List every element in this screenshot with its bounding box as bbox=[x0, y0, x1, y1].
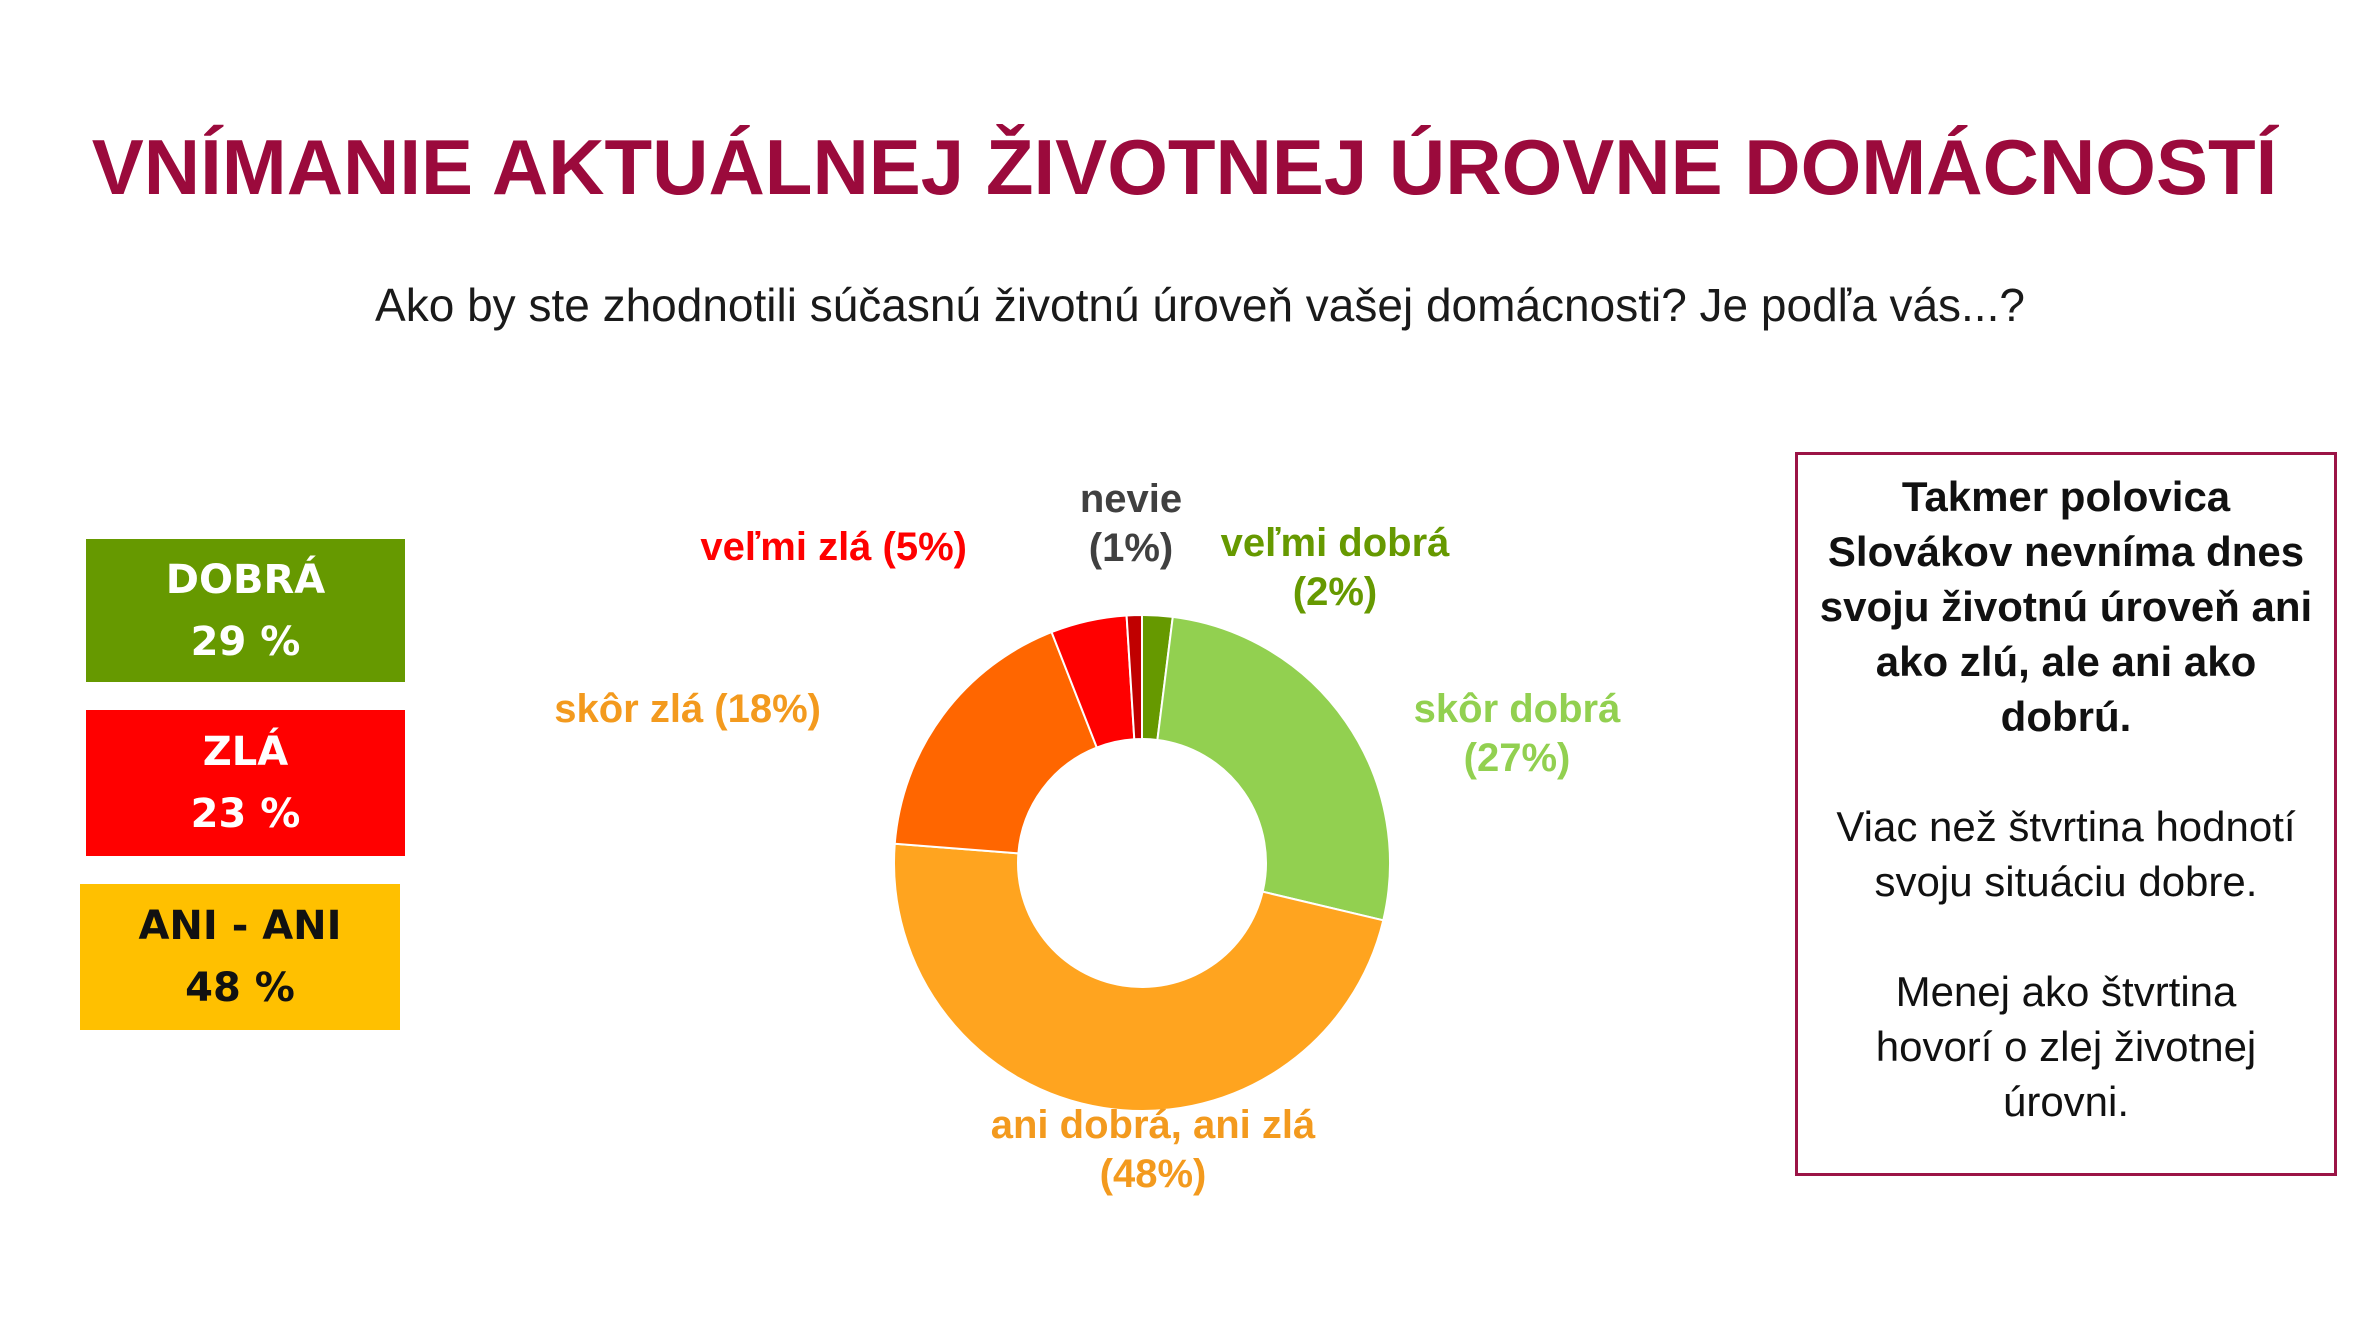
slice-label-6: nevie (1%) bbox=[1080, 477, 1182, 570]
survey-question: Ako by ste zhodnotili súčasnú životnú úr… bbox=[375, 279, 2025, 331]
donut-slice-4 bbox=[893, 630, 1099, 855]
slice-label-4: skôr zlá (18%) bbox=[554, 687, 821, 731]
donut-slice-6 bbox=[1125, 613, 1143, 741]
slice-label-3: ani dobrá, ani zlá (48%) bbox=[991, 1103, 1316, 1196]
note-paragraph-2: Viac než štvrtina hodnotí svoju situáciu… bbox=[1836, 803, 2296, 905]
summary-note-box: Takmer polovica Slovákov nevníma dnes sv… bbox=[1795, 452, 2337, 1176]
summary-badge-neutral: ANI - ANI 48 % bbox=[80, 884, 400, 1030]
slice-label-2: skôr dobrá (27%) bbox=[1414, 687, 1621, 780]
summary-badge-bad-label: ZLÁ bbox=[202, 729, 289, 775]
summary-badge-good-value: 29 % bbox=[190, 618, 301, 665]
summary-badge-good-label: DOBRÁ bbox=[165, 556, 326, 603]
summary-badge-good: DOBRÁ 29 % bbox=[86, 539, 405, 682]
summary-badge-bad-value: 23 % bbox=[190, 791, 301, 837]
summary-badge-neutral-label: ANI - ANI bbox=[138, 903, 342, 949]
note-paragraph-3: Menej ako štvrtina hovorí o zlej životne… bbox=[1875, 968, 2257, 1125]
donut-slice-2 bbox=[1156, 615, 1391, 922]
page-title: VNÍMANIE AKTUÁLNEJ ŽIVOTNEJ ÚROVNE DOMÁC… bbox=[91, 123, 2278, 211]
donut-slice-3 bbox=[893, 842, 1385, 1112]
slice-label-5: veľmi zlá (5%) bbox=[700, 525, 967, 569]
summary-badge-neutral-value: 48 % bbox=[185, 965, 295, 1011]
slice-label-1: veľmi dobrá (2%) bbox=[1221, 521, 1451, 614]
note-lead-text: Takmer polovica Slovákov nevníma dnes sv… bbox=[1819, 473, 2313, 740]
summary-badge-bad: ZLÁ 23 % bbox=[86, 710, 405, 856]
